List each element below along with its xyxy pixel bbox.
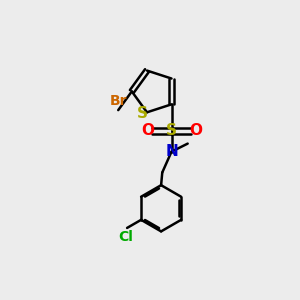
Text: O: O	[189, 123, 202, 138]
Text: O: O	[141, 123, 154, 138]
Text: N: N	[165, 144, 178, 159]
Text: Br: Br	[110, 94, 127, 108]
Text: S: S	[137, 106, 148, 121]
Text: S: S	[166, 123, 177, 138]
Text: Cl: Cl	[118, 230, 134, 244]
